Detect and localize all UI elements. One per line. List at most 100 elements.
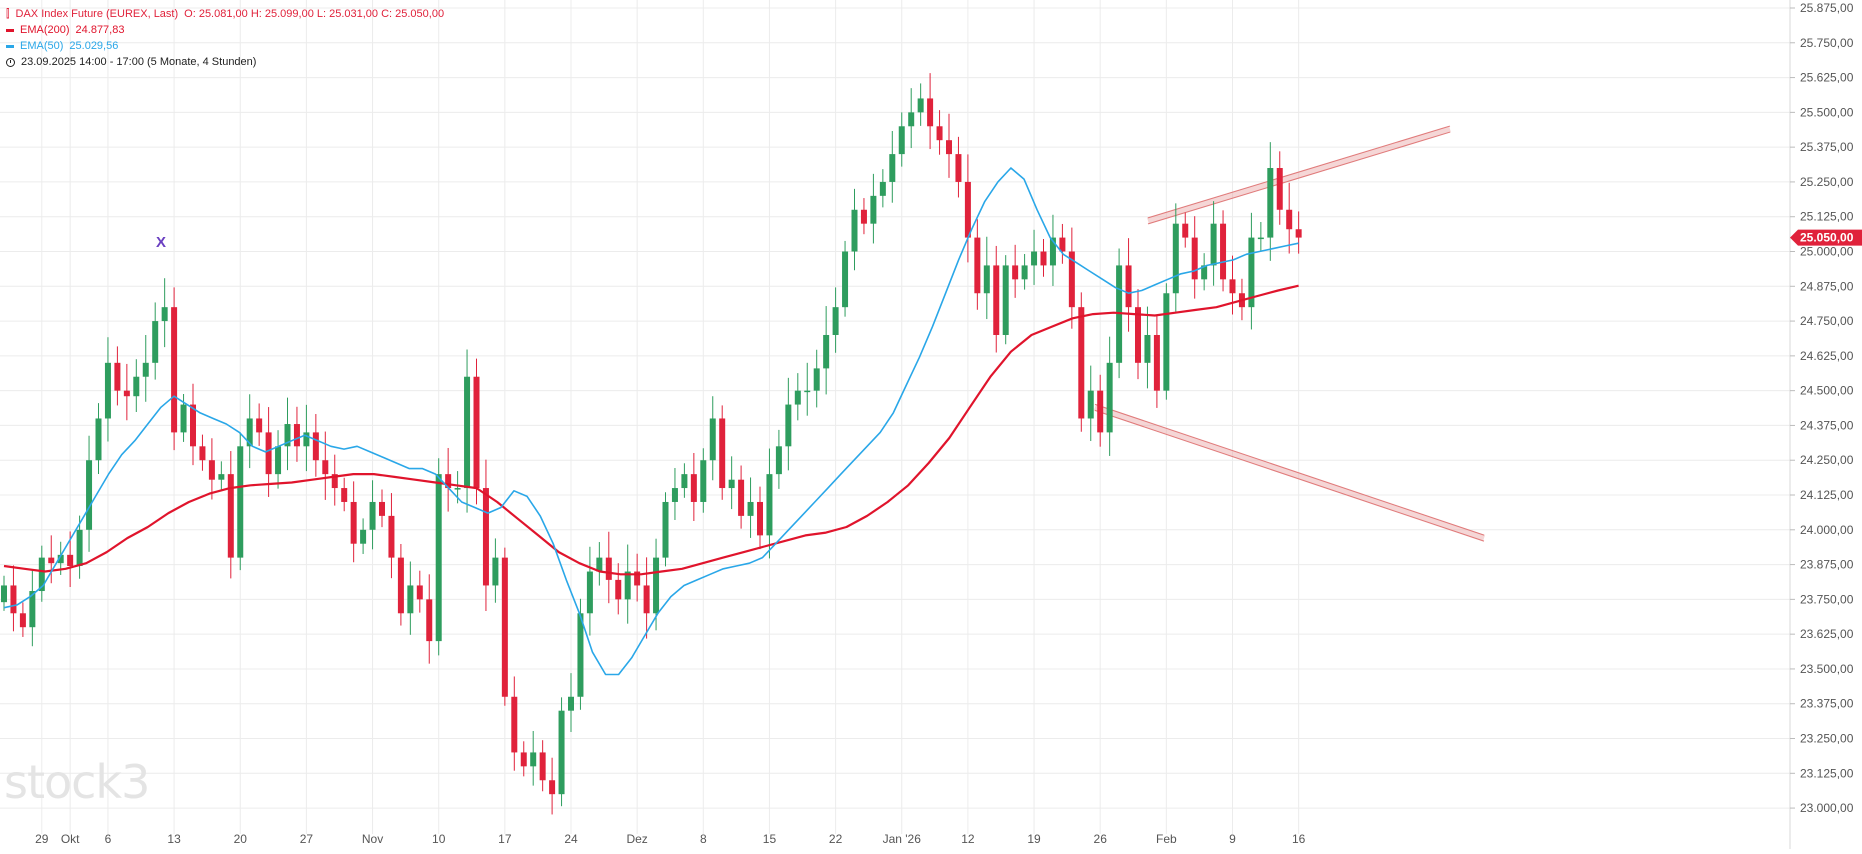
- y-tick-label: 25.250,00: [1800, 175, 1854, 189]
- candle-up: [180, 404, 187, 433]
- x-tick-label: 22: [829, 832, 843, 846]
- candle-down: [1012, 265, 1019, 280]
- candle-down: [1097, 390, 1104, 433]
- candle-down: [1059, 237, 1066, 252]
- candle-up: [1210, 223, 1217, 266]
- y-tick-label: 24.000,00: [1800, 523, 1854, 537]
- candle-down: [605, 557, 612, 580]
- candle-up: [577, 613, 584, 697]
- y-tick-label: 23.375,00: [1800, 697, 1854, 711]
- x-tick-label: 15: [763, 832, 777, 846]
- legend-ema200-row[interactable]: EMA(200) 24.877,83: [6, 22, 444, 38]
- y-tick-label: 23.000,00: [1800, 801, 1854, 815]
- candle-down: [199, 446, 206, 461]
- candle-up: [246, 418, 253, 447]
- y-tick-label: 24.750,00: [1800, 314, 1854, 328]
- candle-up: [284, 424, 291, 447]
- candle-down: [208, 460, 215, 480]
- candle-up: [38, 557, 45, 592]
- candle-up: [785, 404, 792, 447]
- y-tick-label: 24.625,00: [1800, 349, 1854, 363]
- lower-channel-line-edge-top: [1094, 403, 1485, 536]
- candle-down: [482, 488, 489, 586]
- candle-down: [1135, 307, 1141, 363]
- candle-up: [369, 501, 376, 530]
- candle-up: [1106, 362, 1113, 433]
- candle-down: [293, 424, 300, 447]
- candle-up: [492, 557, 499, 586]
- candle-up: [275, 446, 282, 475]
- candle-up: [804, 390, 811, 393]
- y-tick-label: 23.500,00: [1800, 662, 1854, 676]
- candle-down: [615, 579, 622, 600]
- candle-down: [1040, 251, 1047, 266]
- candle-up: [558, 710, 565, 795]
- candlestick-series: [1, 73, 1302, 815]
- x-tick-label: 26: [1094, 832, 1108, 846]
- candle-up: [586, 571, 593, 614]
- candle-up: [530, 752, 537, 767]
- candle-down: [426, 599, 433, 642]
- candle-up: [775, 446, 782, 475]
- candle-up: [624, 571, 631, 600]
- candle-up: [983, 265, 990, 294]
- candle-down: [549, 780, 556, 795]
- candle-up: [1257, 237, 1264, 240]
- candle-up: [879, 181, 886, 196]
- last-price-badge: 25.050,00: [1790, 229, 1862, 246]
- ema50-value: 25.029,56: [69, 40, 119, 52]
- candle-down: [511, 696, 518, 753]
- candle-up: [709, 418, 716, 461]
- candle-up: [596, 557, 603, 572]
- candle-up: [57, 554, 64, 564]
- candle-up: [1201, 265, 1208, 280]
- clock-icon: [6, 57, 15, 67]
- candle-down: [690, 474, 697, 502]
- candle-down: [341, 488, 348, 502]
- candle-down: [397, 557, 404, 614]
- candle-down: [388, 515, 395, 558]
- candle-down: [993, 265, 1000, 335]
- x-tick-label: 16: [1292, 832, 1306, 846]
- candle-up: [568, 696, 574, 711]
- x-tick-label: 9: [1229, 832, 1236, 846]
- candle-down: [936, 126, 943, 141]
- y-tick-label: 24.875,00: [1800, 279, 1854, 293]
- candle-down: [1153, 334, 1160, 391]
- legend-time-row: 23.09.2025 14:00 - 17:00 (5 Monate, 4 St…: [6, 54, 444, 70]
- y-tick-label: 25.000,00: [1800, 245, 1854, 259]
- y-tick-label: 23.875,00: [1800, 558, 1854, 572]
- y-tick-label: 25.125,00: [1800, 210, 1854, 224]
- candle-up: [464, 376, 471, 489]
- candle-down: [445, 474, 452, 489]
- candle-down: [473, 376, 480, 489]
- x-tick-label: 17: [498, 832, 512, 846]
- upper-channel-line-edge-bottom: [1147, 131, 1451, 225]
- x-tick-label: Jan '26: [883, 832, 922, 846]
- candle-down: [860, 209, 867, 224]
- chart-legend: ⫿ DAX Index Future (EUREX, Last) O: 25.0…: [6, 6, 444, 70]
- candle-down: [379, 501, 385, 516]
- candle-up: [1, 585, 7, 603]
- candle-up: [700, 460, 707, 502]
- legend-ema50-row[interactable]: EMA(50) 25.029,56: [6, 38, 444, 54]
- y-tick-label: 24.500,00: [1800, 384, 1854, 398]
- y-tick-label: 24.250,00: [1800, 453, 1854, 467]
- candle-up: [832, 307, 839, 335]
- chart-grid: [0, 0, 1790, 834]
- trend-channel-lines: [1093, 125, 1486, 542]
- upper-channel-line-edge-top: [1147, 125, 1451, 219]
- candle-up: [1049, 237, 1056, 266]
- y-tick-label: 23.250,00: [1800, 732, 1854, 746]
- candle-down: [10, 585, 17, 614]
- legend-instrument-row[interactable]: ⫿ DAX Index Future (EUREX, Last) O: 25.0…: [6, 6, 444, 22]
- candle-up: [671, 488, 678, 502]
- chart-marker-x[interactable]: X: [156, 234, 167, 251]
- candle-down: [501, 557, 508, 697]
- candle-down: [171, 307, 178, 433]
- stock3-watermark-logo: stock3: [4, 755, 150, 809]
- candle-up: [889, 154, 896, 182]
- candle-down: [331, 474, 338, 489]
